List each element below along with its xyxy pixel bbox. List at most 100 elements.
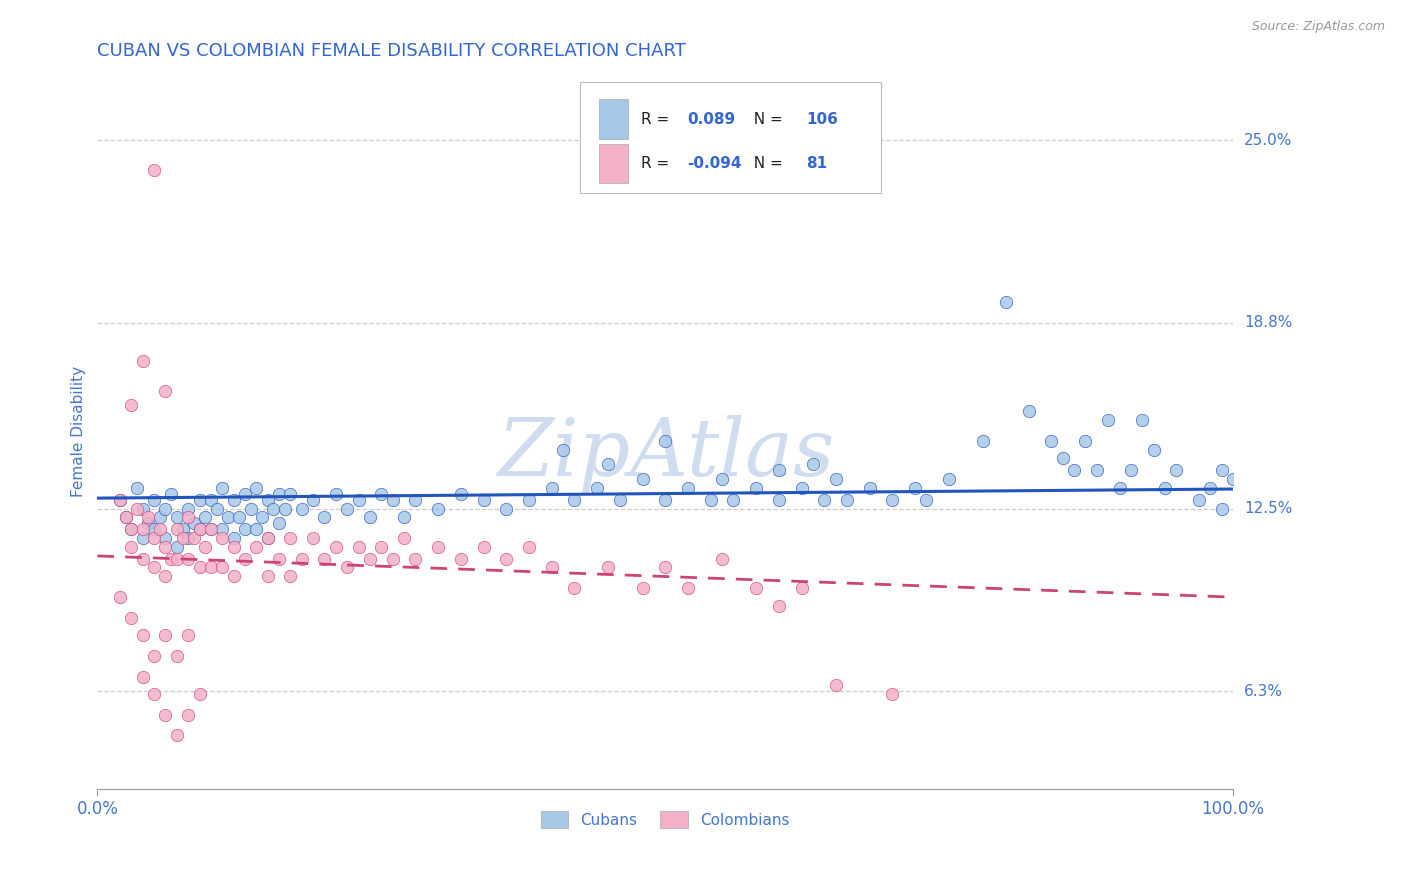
Point [392,531,415,545]
Point [143,162,166,177]
Point [450,551,472,566]
Point [1188,492,1211,507]
Point [143,560,166,574]
Point [824,678,846,692]
Point [904,481,927,495]
Point [200,522,222,536]
Point [427,540,450,554]
Point [392,510,415,524]
Point [291,551,314,566]
Point [205,501,228,516]
Point [1142,442,1164,457]
Point [495,501,517,516]
Point [132,531,155,545]
Point [222,531,245,545]
Point [994,295,1017,310]
Point [598,458,620,472]
Point [149,510,172,524]
Point [598,560,620,574]
Point [200,522,222,536]
Point [325,540,347,554]
Point [143,522,166,536]
Point [370,540,392,554]
Point [155,569,177,583]
Point [149,522,172,536]
Point [1211,463,1233,477]
Point [211,560,233,574]
Point [114,510,136,524]
Point [325,487,347,501]
Point [166,729,188,743]
Point [280,487,302,501]
Point [938,472,960,486]
Point [166,648,188,663]
Point [564,581,586,595]
Point [302,531,325,545]
Text: CUBAN VS COLOMBIAN FEMALE DISABILITY CORRELATION CHART: CUBAN VS COLOMBIAN FEMALE DISABILITY COR… [97,42,686,60]
Point [245,522,267,536]
Point [143,687,166,701]
Point [404,551,426,566]
Point [314,510,336,524]
Point [381,551,404,566]
Text: 25.0%: 25.0% [1244,133,1292,147]
Point [155,531,177,545]
Point [200,560,222,574]
Point [540,481,562,495]
Point [654,492,676,507]
Point [155,501,177,516]
Text: N =: N = [744,112,787,127]
Point [745,581,768,595]
Point [267,551,290,566]
Point [359,510,381,524]
Point [472,540,495,554]
Point [1097,413,1119,427]
Point [120,610,142,624]
Point [1154,481,1177,495]
Point [143,492,166,507]
Point [262,501,284,516]
Point [1085,463,1108,477]
Point [1119,463,1142,477]
Point [233,522,256,536]
Point [267,487,290,501]
Point [127,501,149,516]
Point [177,531,200,545]
Point [609,492,631,507]
Point [882,492,904,507]
Point [233,487,256,501]
Point [495,551,517,566]
Point [108,492,131,507]
Point [699,492,721,507]
Point [177,628,200,642]
Point [882,687,904,701]
Point [132,628,155,642]
Point [302,492,325,507]
Point [155,384,177,398]
Point [245,540,267,554]
FancyBboxPatch shape [581,82,882,193]
Text: Source: ZipAtlas.com: Source: ZipAtlas.com [1251,20,1385,33]
Point [217,510,239,524]
Point [347,492,370,507]
Point [132,522,155,536]
Point [790,581,813,595]
Point [586,481,609,495]
Point [654,560,676,574]
Point [120,540,142,554]
Point [108,492,131,507]
Point [1130,413,1153,427]
Point [676,581,699,595]
Point [245,481,267,495]
Point [835,492,858,507]
Point [824,472,846,486]
Point [183,531,205,545]
Point [120,398,142,412]
Point [177,501,200,516]
Point [404,492,426,507]
Point [1211,501,1233,516]
Point [564,492,586,507]
Point [1052,451,1074,466]
Point [132,354,155,368]
Point [222,569,245,583]
